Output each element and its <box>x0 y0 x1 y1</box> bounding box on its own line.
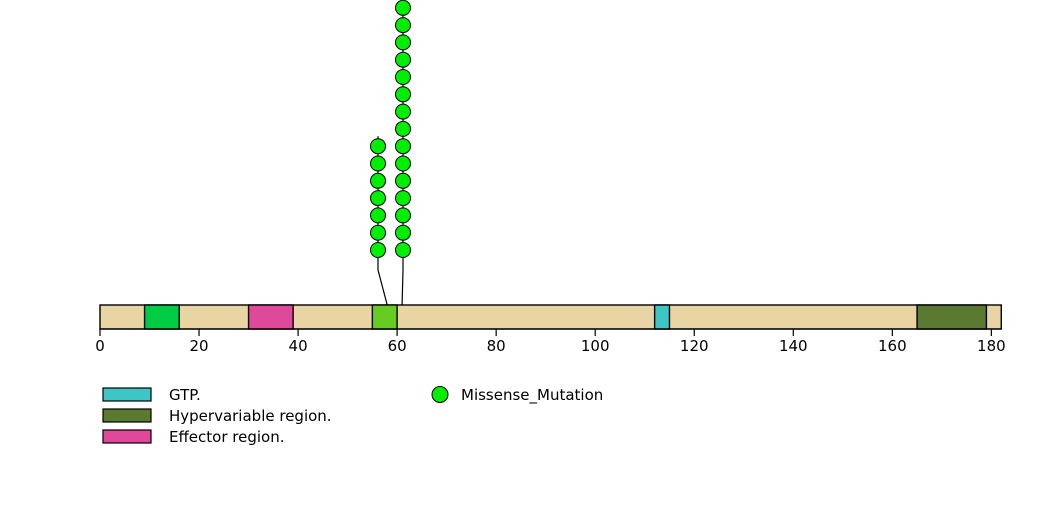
protein-domains[interactable] <box>143 304 988 330</box>
mutation-dot[interactable] <box>370 138 386 155</box>
mutation-dot[interactable] <box>370 224 386 241</box>
mutation-dot[interactable] <box>395 69 411 85</box>
mutation-dot[interactable] <box>370 207 386 224</box>
axis-tick-label: 80 <box>487 337 506 355</box>
mutation-dot[interactable] <box>395 86 411 103</box>
legend-label: Hypervariable region. <box>169 407 332 425</box>
position-axis: 0 20 40 60 80 100 120 140 160 180 <box>95 328 1006 355</box>
mutation-dot[interactable] <box>370 172 386 189</box>
mutation-dot[interactable] <box>395 0 411 16</box>
domain-hypervariable-region[interactable] <box>916 304 988 330</box>
axis-tick-label: 100 <box>581 337 610 355</box>
mutation-dot[interactable] <box>370 190 386 207</box>
axis-tick-label: 120 <box>680 337 709 355</box>
axis-tick-label: 20 <box>189 337 208 355</box>
axis-tick-label: 140 <box>779 337 808 355</box>
domain-domain-3[interactable] <box>371 304 398 330</box>
mutation-dot[interactable] <box>395 190 411 207</box>
mutation-dot[interactable] <box>395 138 411 155</box>
axis-tick-label: 0 <box>95 337 105 355</box>
mutation-dot[interactable] <box>395 224 411 241</box>
domain-domain-1[interactable] <box>143 304 180 330</box>
legend-mutation-dot <box>431 386 449 403</box>
legend-label: GTP. <box>169 386 201 404</box>
axis-tick-label: 160 <box>878 337 907 355</box>
chart-legend: GTP. Hypervariable region. Effector region… <box>102 386 603 446</box>
legend-mutation-label: Missense_Mutation <box>461 386 603 405</box>
mutation-dot[interactable] <box>370 155 386 172</box>
domain-gtp[interactable] <box>653 304 671 330</box>
axis-tick-label: 180 <box>977 337 1006 355</box>
legend-swatch <box>102 387 152 402</box>
mutation-dot[interactable] <box>395 155 411 172</box>
protein-backbone-bar <box>99 304 1002 330</box>
mutation-dot[interactable] <box>395 17 411 34</box>
mutation-dot[interactable] <box>395 242 411 258</box>
mutation-dot[interactable] <box>370 242 386 258</box>
protein-backbone <box>99 304 1002 330</box>
legend-swatch <box>102 429 152 444</box>
axis-tick-label: 60 <box>388 337 407 355</box>
domain-effector-region[interactable] <box>247 304 294 330</box>
mutation-dot[interactable] <box>395 51 411 68</box>
mutation-dot[interactable] <box>395 172 411 189</box>
legend-label: Effector region. <box>169 428 285 446</box>
mutation-dot[interactable] <box>395 207 411 224</box>
legend-swatch <box>102 408 152 423</box>
mutation-dot[interactable] <box>395 120 411 137</box>
mutation-dot[interactable] <box>395 34 411 51</box>
mutation-dot[interactable] <box>395 103 411 120</box>
axis-tick-label: 40 <box>289 337 308 355</box>
mutation-lollipops[interactable] <box>370 0 411 306</box>
